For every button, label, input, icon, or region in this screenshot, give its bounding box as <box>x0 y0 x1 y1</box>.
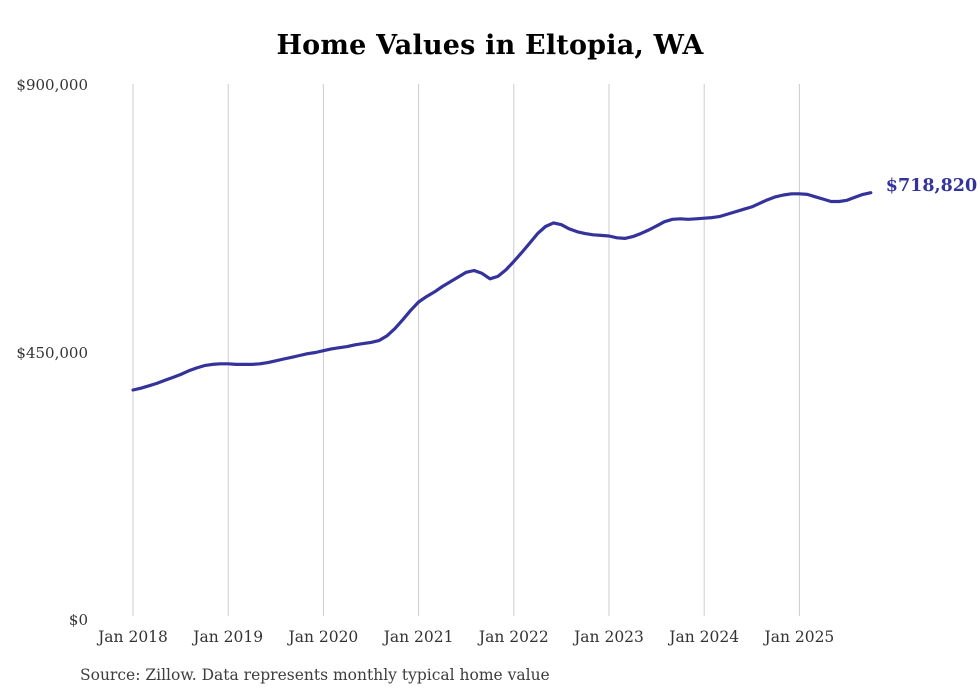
y-axis-tick-label: $900,000 <box>16 76 88 94</box>
x-axis-tick-label: Jan 2023 <box>574 628 644 646</box>
y-axis-tick-label: $0 <box>68 611 88 629</box>
x-axis-tick-label: Jan 2018 <box>98 628 168 646</box>
x-axis-tick-label: Jan 2022 <box>478 628 549 646</box>
x-axis-tick-label: Jan 2021 <box>383 628 454 646</box>
y-axis-tick-label: $450,000 <box>16 343 88 362</box>
end-value-label: $718,820 <box>885 175 978 196</box>
x-axis-tick-label: Jan 2025 <box>764 628 835 646</box>
x-axis-tick-label: Jan 2020 <box>288 628 359 646</box>
chart-title: Home Values in Eltopia, WA <box>276 30 704 61</box>
x-axis-tick-label: Jan 2024 <box>669 628 740 646</box>
x-axis-tick-label: Jan 2019 <box>193 628 264 646</box>
home-value-line-series <box>131 191 873 392</box>
source-note: Source: Zillow. Data represents monthly … <box>80 666 550 684</box>
